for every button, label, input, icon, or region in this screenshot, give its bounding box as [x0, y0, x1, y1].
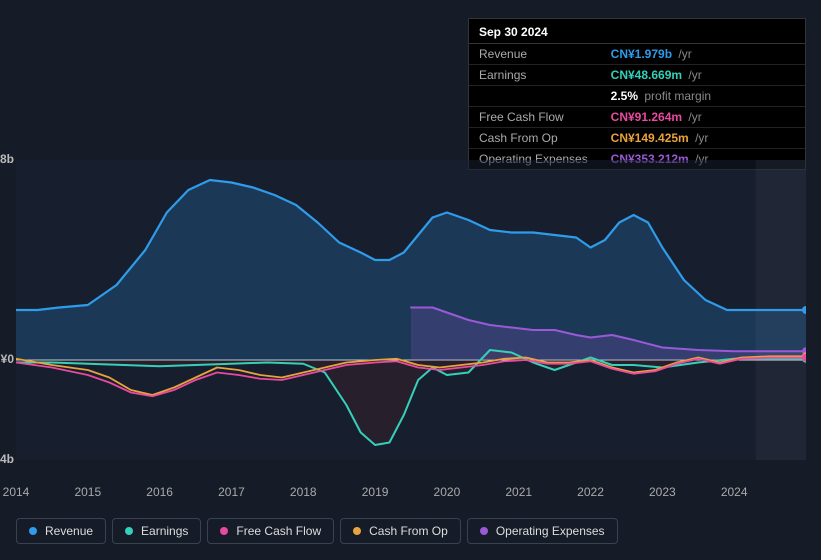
legend-dot-icon [353, 527, 361, 535]
tooltip-row-value: CN¥1.979b /yr [611, 47, 795, 61]
tooltip-row-value: 2.5% profit margin [611, 89, 795, 103]
legend: Revenue Earnings Free Cash Flow Cash From O… [16, 518, 618, 544]
x-axis-label: 2020 [434, 485, 461, 499]
x-axis-label: 2019 [362, 485, 389, 499]
legend-item-cash-from-op[interactable]: Cash From Op [340, 518, 461, 544]
legend-dot-icon [29, 527, 37, 535]
legend-label: Free Cash Flow [236, 524, 321, 538]
tooltip-row-suffix: profit margin [641, 89, 711, 103]
tooltip-row-label: Revenue [479, 47, 611, 61]
tooltip-row: RevenueCN¥1.979b /yr [469, 44, 805, 65]
tooltip-row-label: Earnings [479, 68, 611, 82]
y-axis-label: -CN¥4b [0, 452, 14, 466]
tooltip-row-label: Free Cash Flow [479, 110, 611, 124]
financials-chart[interactable]: CN¥8bCN¥0-CN¥4b [16, 160, 806, 480]
tooltip-row-value: CN¥48.669m /yr [611, 68, 795, 82]
legend-item-revenue[interactable]: Revenue [16, 518, 106, 544]
x-axis-label: 2014 [3, 485, 30, 499]
x-axis-label: 2021 [505, 485, 532, 499]
tooltip-row: 2.5% profit margin [469, 86, 805, 107]
legend-label: Operating Expenses [496, 524, 605, 538]
legend-dot-icon [125, 527, 133, 535]
tooltip-row-value: CN¥149.425m /yr [611, 131, 795, 145]
tooltip-row-suffix: /yr [692, 131, 709, 145]
legend-label: Earnings [141, 524, 188, 538]
tooltip-row-suffix: /yr [675, 47, 692, 61]
legend-label: Cash From Op [369, 524, 448, 538]
legend-item-earnings[interactable]: Earnings [112, 518, 201, 544]
y-axis-label: CN¥8b [0, 152, 14, 166]
tooltip-row: EarningsCN¥48.669m /yr [469, 65, 805, 86]
tooltip-row-value: CN¥91.264m /yr [611, 110, 795, 124]
x-axis-label: 2024 [721, 485, 748, 499]
x-axis-label: 2017 [218, 485, 245, 499]
tooltip-row-suffix: /yr [685, 110, 702, 124]
tooltip-date: Sep 30 2024 [469, 19, 805, 44]
tooltip-row-suffix: /yr [685, 68, 702, 82]
x-axis-label: 2015 [74, 485, 101, 499]
x-axis-label: 2023 [649, 485, 676, 499]
data-tooltip: Sep 30 2024 RevenueCN¥1.979b /yrEarnings… [468, 18, 806, 170]
x-axis-labels: 2014201520162017201820192020202120222023… [16, 485, 806, 501]
legend-item-operating-expenses[interactable]: Operating Expenses [467, 518, 618, 544]
tooltip-row-label [479, 89, 611, 103]
x-axis-label: 2022 [577, 485, 604, 499]
tooltip-row: Free Cash FlowCN¥91.264m /yr [469, 107, 805, 128]
legend-label: Revenue [45, 524, 93, 538]
legend-dot-icon [220, 527, 228, 535]
legend-dot-icon [480, 527, 488, 535]
tooltip-row-label: Cash From Op [479, 131, 611, 145]
x-axis-label: 2018 [290, 485, 317, 499]
chart-svg [16, 160, 806, 460]
legend-item-free-cash-flow[interactable]: Free Cash Flow [207, 518, 334, 544]
y-axis-label: CN¥0 [0, 352, 14, 366]
tooltip-row: Cash From OpCN¥149.425m /yr [469, 128, 805, 149]
x-axis-label: 2016 [146, 485, 173, 499]
